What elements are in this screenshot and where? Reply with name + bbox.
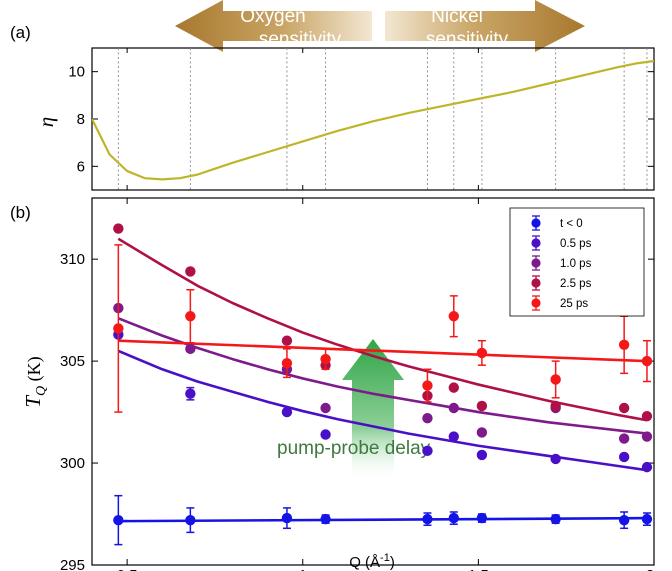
panel-b-frame: [91, 197, 655, 566]
data-point-1-0-ps: [422, 413, 433, 424]
pump-probe-arrow: [342, 339, 404, 478]
nickel-label-line2: sensitivity: [426, 29, 509, 50]
panel-b-ytick-label: 300: [60, 455, 85, 472]
panel-a-ytick-label: 10: [68, 64, 85, 81]
data-point-t-0: [618, 514, 630, 526]
data-point-1-0-ps: [641, 431, 653, 442]
panel-b-xtick-label: 0.5: [117, 567, 138, 571]
panel-b-xtick-label: 1.5: [468, 567, 489, 571]
data-point-2-5-ps: [185, 266, 196, 277]
fit-line-2-5-ps: [117, 237, 648, 422]
legend: t < 0 0.5 ps 1.0 ps 2.5 ps 25 ps: [509, 207, 645, 317]
legend-marker-2-5-ps: [531, 278, 541, 288]
panel-b-axes: 295 300 305 310 0.5 1 1.5 2: [60, 198, 655, 571]
legend-label-0-5-ps: 0.5 ps: [560, 238, 592, 250]
legend-marker-t-0: [531, 218, 541, 228]
data-point-t-0: [448, 512, 459, 524]
q-label-main: Q (Å: [349, 554, 380, 571]
oxygen-label-line1: Oxygen: [240, 6, 305, 27]
nickel-sensitivity-arrow: Nickel sensitivity: [385, 0, 585, 52]
tq-axis-title: TQ (K): [21, 356, 49, 407]
legend-marker-1-0-ps: [531, 258, 541, 268]
legend-label-t-0: t < 0: [560, 218, 583, 230]
legend-label-2-5-ps: 2.5 ps: [560, 278, 592, 290]
data-point-25-ps: [618, 339, 630, 350]
eta-curve: [92, 59, 654, 181]
data-point-t-0: [641, 513, 653, 525]
panel-b-ytick-label: 310: [60, 251, 85, 268]
legend-label-25-ps: 25 ps: [560, 298, 588, 310]
data-point-0-5-ps: [320, 429, 331, 440]
tq-unit: (K): [24, 356, 45, 386]
data-point-0-5-ps: [641, 461, 653, 473]
data-point-1-0-ps: [448, 402, 459, 414]
data-point-t-0: [422, 513, 433, 525]
data-point-0-5-ps: [422, 445, 433, 457]
data-point-25-ps: [281, 357, 293, 369]
pump-probe-label: pump-probe delay: [277, 438, 431, 459]
data-point-25-ps: [185, 311, 196, 322]
panel-a-axes: 6 8 10: [68, 48, 655, 190]
eta-axis-title: η: [34, 117, 58, 127]
data-point-2-5-ps: [113, 223, 124, 234]
data-point-2-5-ps: [448, 382, 459, 393]
q-axis-title: Q (Å-1): [349, 552, 395, 571]
panel-b-ytick-label: 305: [60, 353, 85, 370]
data-point-25-ps: [448, 311, 459, 322]
data-point-t-0: [476, 512, 488, 524]
fit-line-t-0: [118, 516, 647, 523]
data-point-0-5-ps: [448, 431, 459, 442]
panel-a-ytick-label: 6: [77, 158, 85, 175]
data-point-t-0: [281, 512, 293, 524]
legend-marker-0-5-ps: [531, 238, 541, 248]
fit-line-1-0-ps: [117, 317, 648, 435]
panel-b-xtick-label: 1: [299, 567, 307, 571]
data-point-25-ps: [476, 347, 488, 359]
panel-a-dotted-lines: [117, 48, 648, 190]
panel-a-label: (a): [10, 23, 31, 42]
data-point-1-0-ps: [185, 343, 196, 355]
data-point-25-ps: [550, 374, 561, 385]
data-point-2-5-ps: [618, 402, 630, 414]
data-point-2-5-ps: [550, 400, 561, 412]
legend-label-1-0-ps: 1.0 ps: [560, 258, 592, 270]
data-point-2-5-ps: [641, 410, 653, 422]
fit-line-25-ps: [118, 339, 648, 363]
oxygen-sensitivity-arrow: Oxygen sensitivity: [175, 0, 372, 52]
data-point-t-0: [185, 514, 196, 526]
tq-subscript: Q: [34, 386, 49, 396]
oxygen-label-line2: sensitivity: [259, 29, 342, 50]
data-point-t-0: [113, 514, 124, 526]
eta-curve-line: [92, 59, 654, 181]
data-point-t-0: [550, 513, 561, 525]
data-point-0-5-ps: [550, 453, 561, 465]
q-label-close: ): [390, 554, 395, 571]
data-point-0-5-ps: [618, 451, 630, 463]
data-point-0-5-ps: [185, 388, 196, 399]
data-point-1-0-ps: [320, 402, 331, 414]
fit-line-0-5-ps: [117, 349, 648, 472]
nickel-label-line1: Nickel: [431, 6, 483, 27]
data-point-25-ps: [113, 323, 124, 334]
data-point-0-5-ps: [476, 449, 488, 461]
data-point-25-ps: [641, 355, 653, 367]
panel-a-ytick-label: 8: [77, 111, 85, 128]
data-point-t-0: [320, 513, 331, 525]
panel-b-label: (b): [10, 203, 31, 222]
data-point-2-5-ps: [476, 400, 488, 412]
tq-symbol: T: [21, 395, 45, 408]
panel-b-xtick-label: 2: [646, 567, 654, 571]
data-point-2-5-ps: [281, 335, 293, 346]
data-point-25-ps: [320, 353, 331, 365]
panel-a-frame: [91, 47, 655, 191]
legend-marker-25-ps: [531, 298, 541, 308]
data-points: [113, 223, 653, 546]
q-label-sup: -1: [380, 552, 390, 564]
panel-b-ytick-label: 295: [60, 557, 85, 571]
data-point-25-ps: [422, 380, 433, 391]
data-point-1-0-ps: [618, 433, 630, 444]
data-point-1-0-ps: [476, 427, 488, 438]
data-point-0-5-ps: [281, 406, 293, 418]
